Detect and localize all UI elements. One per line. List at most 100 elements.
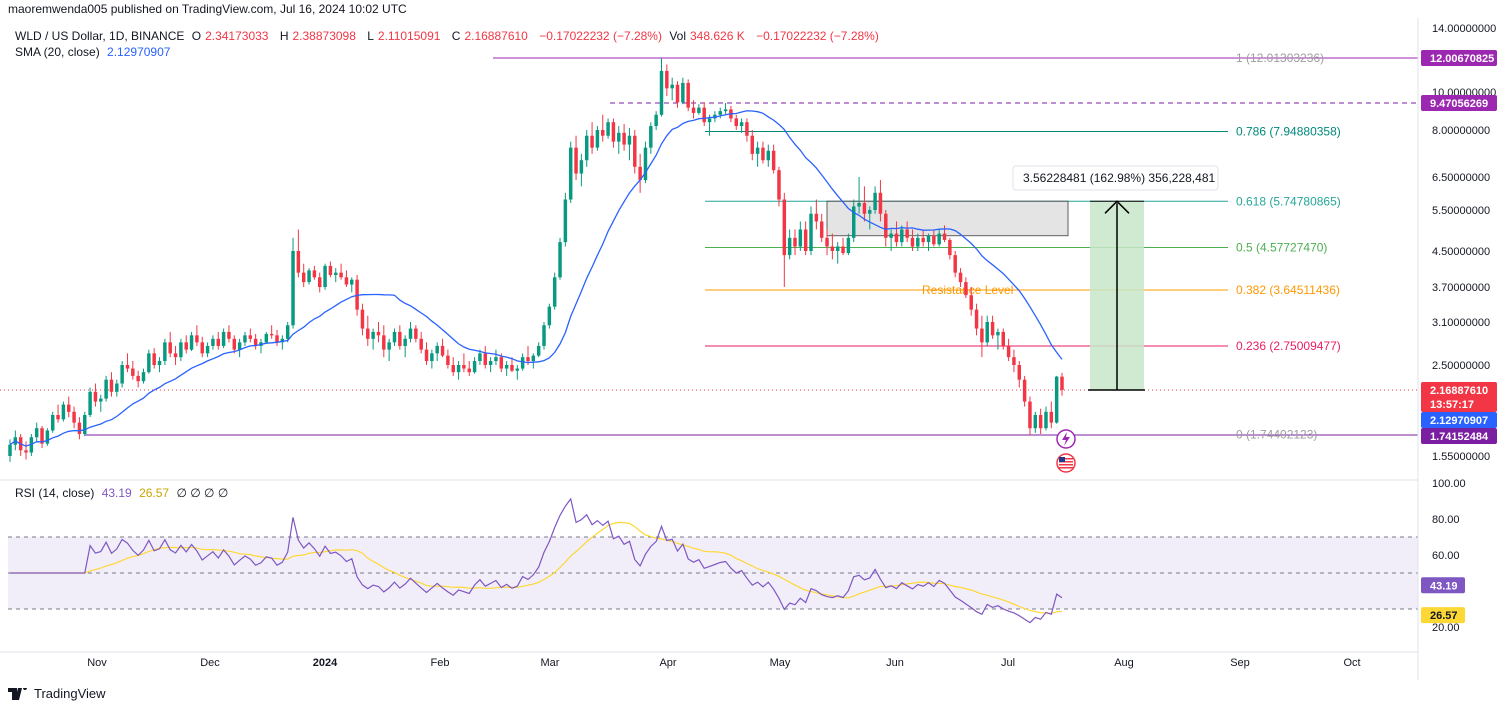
price-axis[interactable]: 14.0000000010.000000008.000000006.500000… bbox=[1417, 18, 1497, 680]
tradingview-footer[interactable]: TradingView bbox=[8, 686, 106, 701]
candle-body bbox=[77, 422, 82, 435]
candle bbox=[376, 322, 381, 343]
candle bbox=[339, 263, 343, 280]
candle bbox=[403, 335, 407, 358]
candle bbox=[846, 233, 851, 256]
candle bbox=[734, 114, 738, 130]
candle bbox=[93, 383, 98, 407]
candle-body bbox=[948, 239, 952, 256]
high-label: H bbox=[279, 29, 289, 43]
candle-body bbox=[862, 202, 867, 214]
candle-body bbox=[93, 391, 98, 402]
candle-body bbox=[163, 342, 167, 362]
candle-body bbox=[558, 242, 562, 278]
rsi-legend[interactable]: RSI (14, close) 43.19 26.57 ∅ ∅ ∅ ∅ bbox=[15, 486, 232, 500]
candle-body bbox=[675, 84, 680, 103]
open-label: O bbox=[191, 29, 202, 43]
candle bbox=[269, 325, 274, 339]
candle-body bbox=[334, 272, 338, 275]
candle bbox=[494, 349, 498, 365]
rsi-tick: 80.00 bbox=[1432, 514, 1460, 526]
candle bbox=[382, 325, 386, 358]
candle bbox=[932, 229, 936, 247]
candle-body bbox=[974, 309, 979, 329]
candle bbox=[179, 338, 183, 362]
candle bbox=[280, 335, 285, 350]
candle-body bbox=[787, 237, 792, 256]
candle bbox=[766, 144, 771, 167]
price-tick: 2.50000000 bbox=[1432, 360, 1490, 372]
candle-body bbox=[884, 213, 888, 238]
candle-body bbox=[136, 375, 140, 382]
candle bbox=[697, 104, 701, 115]
candle bbox=[611, 118, 616, 148]
candle bbox=[259, 338, 263, 354]
fib-label-0.236: 0.236 (2.75009477) bbox=[1236, 339, 1341, 353]
candle-body bbox=[852, 206, 856, 238]
candle bbox=[921, 229, 925, 247]
ohlc-legend[interactable]: WLD / US Dollar, 1D, BINANCE O 2.34173033… bbox=[15, 29, 883, 43]
candle-body bbox=[403, 338, 407, 346]
candle-body bbox=[50, 414, 55, 431]
candle bbox=[392, 328, 397, 346]
candle bbox=[969, 287, 973, 316]
candle-body bbox=[510, 365, 514, 371]
sma-legend[interactable]: SMA (20, close) 2.12970907 bbox=[15, 45, 174, 59]
supply-zone-box[interactable] bbox=[826, 200, 1069, 237]
fibonacci-retracement[interactable]: 1 (12.01303236) 0.786 (7.94880358) 0.618 (… bbox=[0, 51, 1418, 442]
candle-body bbox=[990, 322, 995, 336]
candle bbox=[478, 349, 482, 365]
candle-body bbox=[360, 309, 365, 329]
price-range-measure[interactable]: 3.56228481 (162.98%) 356,228,481 bbox=[1012, 165, 1219, 391]
price-tick: 4.50000000 bbox=[1432, 246, 1490, 258]
time-tick-jul: Jul bbox=[1001, 657, 1015, 669]
candle-body bbox=[633, 135, 637, 167]
candle-body bbox=[777, 170, 781, 200]
candle-body bbox=[536, 345, 541, 356]
candle-body bbox=[878, 192, 883, 214]
candle bbox=[900, 225, 904, 247]
candle-body bbox=[809, 213, 813, 251]
candle bbox=[248, 328, 253, 343]
low-value: 2.11015091 bbox=[377, 29, 441, 43]
sma-polyline bbox=[9, 110, 1063, 447]
time-axis[interactable]: Nov Dec 2024 Feb Mar Apr May Jun Jul Aug Sep Oct bbox=[0, 651, 1418, 669]
candle-body bbox=[857, 202, 861, 207]
candle-body bbox=[61, 404, 66, 420]
candle-body bbox=[141, 372, 146, 382]
candle bbox=[414, 325, 418, 343]
candle-body bbox=[8, 444, 12, 456]
candle-body bbox=[435, 345, 439, 354]
flag-stripe bbox=[1059, 461, 1073, 463]
candle bbox=[787, 229, 792, 260]
candle bbox=[659, 58, 664, 117]
price-tick: 3.10000000 bbox=[1432, 317, 1490, 329]
candle-body bbox=[868, 210, 872, 214]
event-icons[interactable] bbox=[1056, 429, 1076, 473]
candle-body bbox=[1001, 331, 1005, 346]
candle bbox=[916, 233, 920, 251]
candle bbox=[857, 177, 861, 214]
rsi-ma-text: 26.57 bbox=[1430, 610, 1458, 622]
candle-body bbox=[312, 270, 317, 278]
price-tick: 8.00000000 bbox=[1432, 125, 1490, 137]
candle-body bbox=[382, 335, 386, 350]
time-tick-feb: Feb bbox=[431, 657, 450, 669]
candle-body bbox=[99, 398, 103, 402]
candle bbox=[163, 338, 167, 365]
candle-body bbox=[307, 270, 311, 283]
candle-body bbox=[814, 213, 819, 222]
candle bbox=[568, 141, 573, 203]
candle bbox=[56, 404, 60, 423]
candle bbox=[809, 206, 813, 256]
candle bbox=[221, 328, 226, 349]
rsi-line bbox=[10, 497, 1063, 624]
candle bbox=[595, 126, 600, 151]
sma-price-text: 2.12970907 bbox=[1430, 415, 1488, 427]
candle-body bbox=[723, 109, 728, 112]
symbol-title[interactable]: WLD / US Dollar, 1D, BINANCE bbox=[15, 29, 185, 43]
sma-value: 2.12970907 bbox=[107, 45, 171, 59]
dash-price-text: 9.47056269 bbox=[1430, 98, 1488, 110]
candle bbox=[670, 77, 674, 101]
